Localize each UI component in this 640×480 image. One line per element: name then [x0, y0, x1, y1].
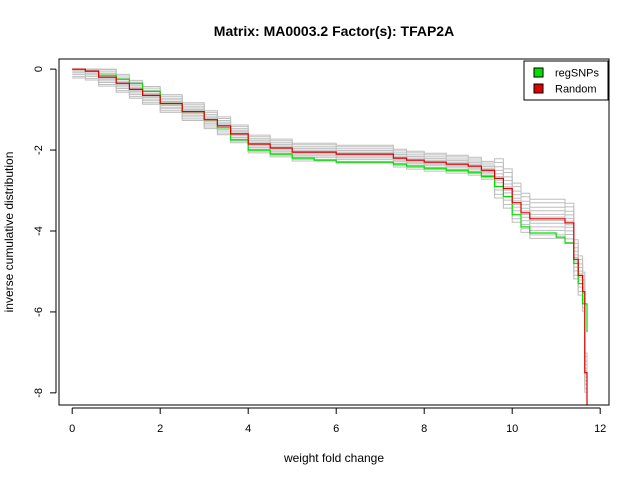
legend-swatch [533, 67, 544, 78]
legend-label: regSNPs [555, 68, 600, 80]
axes: 0 2 4 6 8 10 12 0 -2 -4 -6 -8 [33, 66, 606, 435]
y-tick-label: -8 [33, 388, 45, 398]
random-sample-line-3 [72, 70, 588, 405]
series-line-regsnps [72, 68, 588, 333]
random-sample-line-9 [72, 68, 588, 389]
random-sample-line-2 [72, 72, 588, 405]
legend-swatch [533, 83, 544, 94]
random-sample-line-10 [72, 68, 588, 386]
chart-title: Matrix: MA0003.2 Factor(s): TFAP2A [214, 23, 454, 39]
random-sample-line-5 [72, 68, 588, 404]
legend-label: Random [555, 84, 597, 96]
x-tick-label: 6 [333, 423, 339, 435]
x-tick-label: 2 [157, 423, 163, 435]
random-sample-line-11 [72, 77, 588, 405]
random-sample-line-0 [72, 75, 588, 405]
random-sample-line-8 [72, 68, 588, 394]
x-tick-label: 10 [506, 423, 518, 435]
random-sample-line-6 [72, 68, 588, 401]
y-tick-label: -2 [33, 145, 45, 155]
x-tick-label: 12 [594, 423, 606, 435]
random-sample-line-1 [72, 73, 588, 405]
random-sample-line-4 [72, 69, 588, 405]
x-axis-label: weight fold change [283, 451, 384, 465]
x-tick-label: 4 [245, 423, 251, 435]
series-lines [72, 68, 588, 405]
x-tick-label: 8 [421, 423, 427, 435]
series-line-random [72, 68, 588, 405]
y-axis-label: inverse cumulative distribution [2, 152, 16, 313]
random-sample-line-7 [72, 68, 588, 397]
y-tick-label: 0 [33, 66, 45, 72]
plot-frame [58, 58, 610, 406]
random-sample-band [72, 68, 588, 405]
y-tick-label: -4 [33, 226, 45, 236]
legend: regSNPs Random [523, 60, 609, 101]
x-tick-label: 0 [69, 423, 75, 435]
y-tick-label: -6 [33, 307, 45, 317]
